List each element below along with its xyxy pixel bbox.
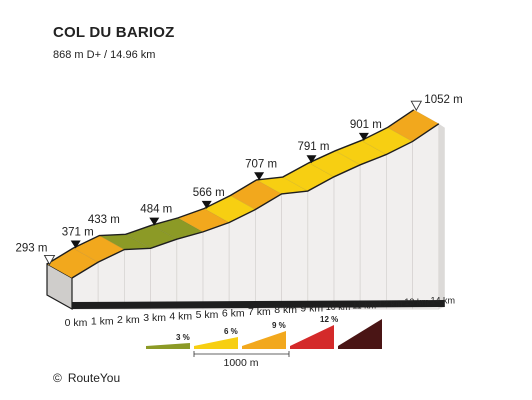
altitude-marker: [70, 240, 81, 249]
altitude-label: 707 m: [245, 158, 277, 170]
end-marker: [410, 100, 423, 112]
legend-label: 3 %: [176, 333, 190, 342]
copyright-icon: ©: [53, 371, 62, 385]
legend-swatch: [194, 337, 238, 349]
legend-label: 6 %: [224, 327, 238, 336]
profile-wall-segment: [412, 123, 440, 310]
altitude-label: 293 m: [16, 242, 48, 254]
legend-swatch: [146, 343, 190, 349]
km-tick-label: 5 km: [196, 309, 219, 321]
altitude-label: 1052 m: [424, 94, 462, 106]
profile-wall-segment: [202, 221, 230, 310]
km-tick-label: 9 km: [300, 303, 323, 315]
altitude-label: 371 m: [62, 227, 94, 239]
credit-text: RouteYou: [67, 371, 121, 385]
km-tick-label: 1 km: [91, 315, 114, 327]
altitude-marker: [306, 155, 317, 164]
altitude-label: 791 m: [298, 141, 330, 153]
km-tick-label: 11 km: [352, 300, 376, 310]
credit: © RouteYou: [53, 371, 120, 385]
legend-label: 12 %: [320, 315, 338, 324]
start-marker: [43, 254, 56, 266]
altitude-label: 484 m: [140, 204, 172, 216]
profile-wall-segment: [307, 176, 335, 310]
chart-subtitle: 868 m D+ / 14.96 km: [53, 49, 156, 61]
km-tick-label: 0 km: [65, 317, 88, 329]
km-tick-label: 4 km: [169, 311, 192, 323]
altitude-marker: [201, 200, 212, 209]
altitude-label: 433 m: [88, 214, 120, 226]
km-tick-label: 10 km: [326, 302, 351, 312]
km-tick-label: 6 km: [222, 307, 245, 319]
km-tick-label: 7 km: [248, 306, 271, 318]
altitude-label: 901 m: [350, 119, 382, 131]
chart-title: COL DU BARIOZ: [53, 24, 175, 41]
altitude-marker: [254, 172, 265, 181]
km-tick-label: 14 km: [431, 296, 456, 306]
km-tick-label: 13 km: [404, 297, 429, 307]
profile-wall-segment: [333, 164, 361, 310]
km-tick-label: 3 km: [143, 312, 166, 324]
profile-end-face: [438, 123, 445, 309]
profile-wall-segment: [254, 193, 283, 310]
profile-base: [72, 300, 445, 309]
profile-wall-segment: [150, 238, 178, 310]
altitude-label: 566 m: [193, 187, 225, 199]
km-tick-label: 8 km: [274, 304, 297, 316]
profile-back-edge: [46, 109, 415, 265]
profile-wall-segment: [281, 190, 309, 310]
profile-wall-segment: [385, 140, 414, 310]
legend-swatch: [290, 325, 334, 349]
km-tick-label: 12 km: [378, 299, 403, 309]
legend-label: 9 %: [272, 321, 286, 330]
profile-wall-segment: [359, 153, 387, 310]
legend-distance-label: 1000 m: [223, 357, 258, 369]
legend-swatch: [242, 331, 286, 349]
profile-front-edge: [71, 123, 440, 279]
altitude-marker: [358, 132, 369, 141]
profile-wall-segment: [176, 231, 204, 310]
km-tick-label: 2 km: [117, 314, 140, 326]
profile-wall-segment: [228, 208, 256, 310]
legend-swatch: [338, 319, 382, 349]
altitude-marker: [149, 217, 160, 226]
profile-wall-segment: [124, 247, 152, 310]
